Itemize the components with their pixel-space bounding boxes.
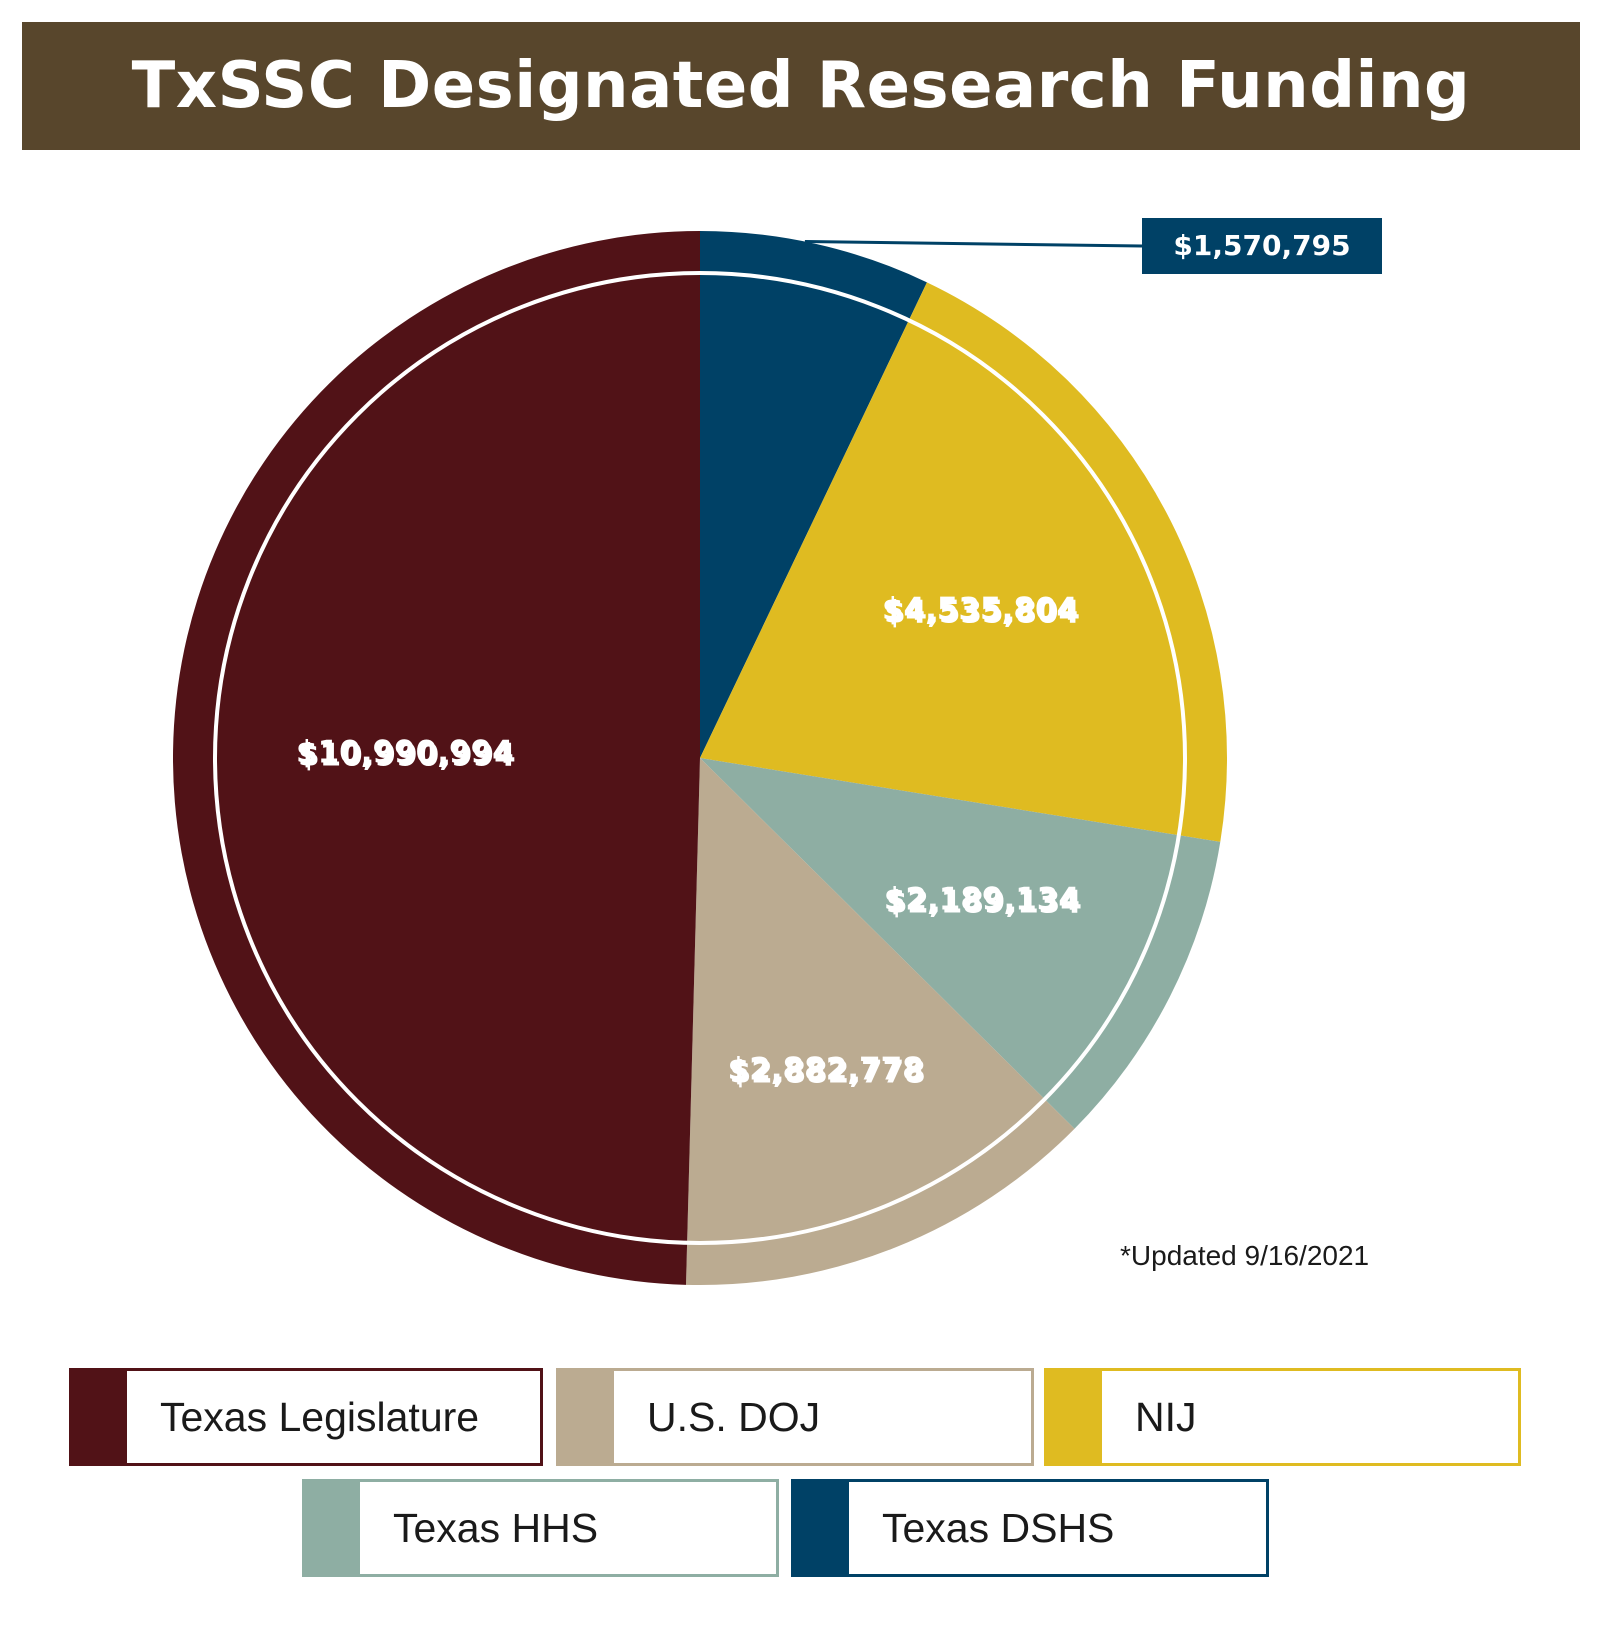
callout-value-label: $1,570,795 [1173, 229, 1350, 262]
legend-swatch [305, 1482, 360, 1574]
pie-slice-texas-hhs [700, 758, 1221, 1129]
slice-value-label-shadow: $2,189,134 [886, 885, 1082, 921]
slice-value-label: $2,882,778 [728, 1051, 924, 1087]
legend-swatch [559, 1371, 614, 1463]
legend-label: NIJ [1135, 1393, 1197, 1440]
legend-swatch [794, 1482, 849, 1574]
legend-label: Texas Legislature [160, 1393, 480, 1440]
legend-item-texas-dshs: Texas DSHS [791, 1479, 1269, 1577]
legend-label: Texas DSHS [882, 1504, 1115, 1551]
pie-slice-nij [700, 282, 1227, 842]
pie-labels: $4,535,804$4,535,804$2,189,134$2,189,134… [296, 592, 1082, 1091]
legend-item-nij: NIJ [1044, 1368, 1521, 1466]
pie-slice-texas-dshs [700, 231, 927, 758]
legend-label: Texas HHS [393, 1504, 599, 1551]
slice-value-label-shadow: $10,990,994 [298, 738, 516, 774]
legend-label: U.S. DOJ [647, 1393, 821, 1440]
callout-line [804, 240, 1143, 248]
legend-item-us-doj: U.S. DOJ [556, 1368, 1034, 1466]
inner-ring [213, 271, 1187, 1245]
legend-item-texas-legislature: Texas Legislature [69, 1368, 543, 1466]
legend-swatch [72, 1371, 127, 1463]
legend-swatch [1047, 1371, 1102, 1463]
callout: $1,570,795 [804, 218, 1382, 274]
slice-value-label: $4,535,804 [882, 592, 1078, 628]
updated-note: *Updated 9/16/2021 [1120, 1240, 1370, 1271]
pie-slice-u-s-doj [685, 758, 1075, 1285]
slice-value-label-shadow: $4,535,804 [884, 595, 1080, 631]
slice-value-label: $10,990,994 [296, 735, 514, 771]
callout-box [1142, 218, 1382, 274]
slice-value-label: $2,189,134 [884, 882, 1080, 918]
pie-slice-texas-legislature [172, 231, 700, 1285]
slice-value-label-shadow: $2,882,778 [730, 1054, 926, 1090]
pie-slices [172, 231, 1227, 1285]
legend-item-texas-hhs: Texas HHS [302, 1479, 779, 1577]
chart-title: TxSSC Designated Research Funding [22, 22, 1580, 150]
